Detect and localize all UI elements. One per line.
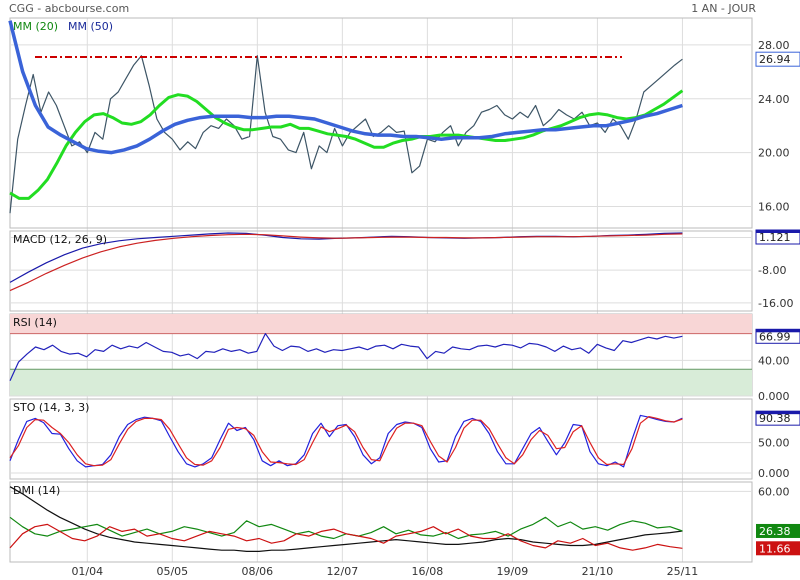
x-tick-label-7: 25/11 [667,565,699,578]
x-tick-label-1: 05/05 [156,565,188,578]
series-line-price-cours [9,55,683,214]
legend-ma20: MM (20) [13,20,58,33]
y-tick-label-rsi-0: 40.00 [758,354,790,367]
x-tick-label-0: 01/04 [71,565,103,578]
y-tick-label-macd-1: -8.00 [758,264,786,277]
legend-ma50: MM (50) [68,20,113,33]
series-line-price-mm-20- [9,89,684,200]
x-tick-label-6: 21/10 [582,565,614,578]
panel-title-macd: MACD (12, 26, 9) [13,233,107,246]
y-tick-label-price-0: 28.00 [758,39,790,52]
y-tick-label-dmi-0: 60.00 [758,485,790,498]
value-tag-bar-sto [756,411,800,415]
series-line-price-mm-50- [8,20,683,155]
value-tag-dmi-1 [756,541,800,556]
value-tag-dmi-0 [756,523,800,538]
period-label: 1 AN - JOUR [691,2,756,15]
x-tick-label-5: 19/09 [497,565,529,578]
panel-frame-sto [9,398,753,480]
value-tag-text-dmi-1: 11.66 [759,542,791,555]
series-line-rsi-rsi [9,333,683,382]
panel-frame-price [9,17,753,229]
chart-title: CGG - abcbourse.com [9,2,130,15]
y-tick-label-macd-2: -16.00 [758,297,793,310]
series-line-dmi-adx [9,486,683,553]
panel-title-sto: STO (14, 3, 3) [13,401,89,414]
value-tag-price [755,51,800,67]
rsi-overbought-zone [10,314,752,334]
panel-title-rsi: RSI (14) [13,316,57,329]
value-tag-text-dmi-0: 26.38 [759,525,791,538]
value-tag-bar-rsi [756,329,800,333]
y-tick-label-price-1: 24.00 [758,93,790,106]
series-line-macd-signal [9,233,683,292]
y-tick-label-sto-0: 50.00 [758,437,790,450]
x-tick-label-3: 12/07 [327,565,359,578]
value-tag-text-price: 26.94 [759,53,791,66]
series-line-dmi-di- [9,516,683,540]
series-line-sto--k [9,414,683,468]
y-tick-label-rsi-1: 0.000 [758,390,790,403]
value-tag-text-rsi: 66.99 [759,330,791,343]
rsi-oversold-zone [10,369,752,396]
series-line-sto--d [9,416,683,467]
panel-frame-macd [9,230,753,312]
value-tag-text-sto: 90.38 [759,412,791,425]
x-tick-label-4: 16/08 [412,565,444,578]
y-tick-label-price-2: 20.00 [758,147,790,160]
panel-frame-dmi [9,481,753,563]
series-line-macd-macd [9,232,683,283]
x-tick-label-2: 08/06 [241,565,273,578]
value-tag-bar-macd [756,230,800,233]
series-line-dmi-di- [9,523,683,551]
y-tick-label-sto-1: 0.000 [758,467,790,480]
y-tick-label-price-3: 16.00 [758,200,790,213]
value-tag-text-macd: 1.121 [759,231,791,244]
panel-title-dmi: DMI (14) [13,484,60,497]
